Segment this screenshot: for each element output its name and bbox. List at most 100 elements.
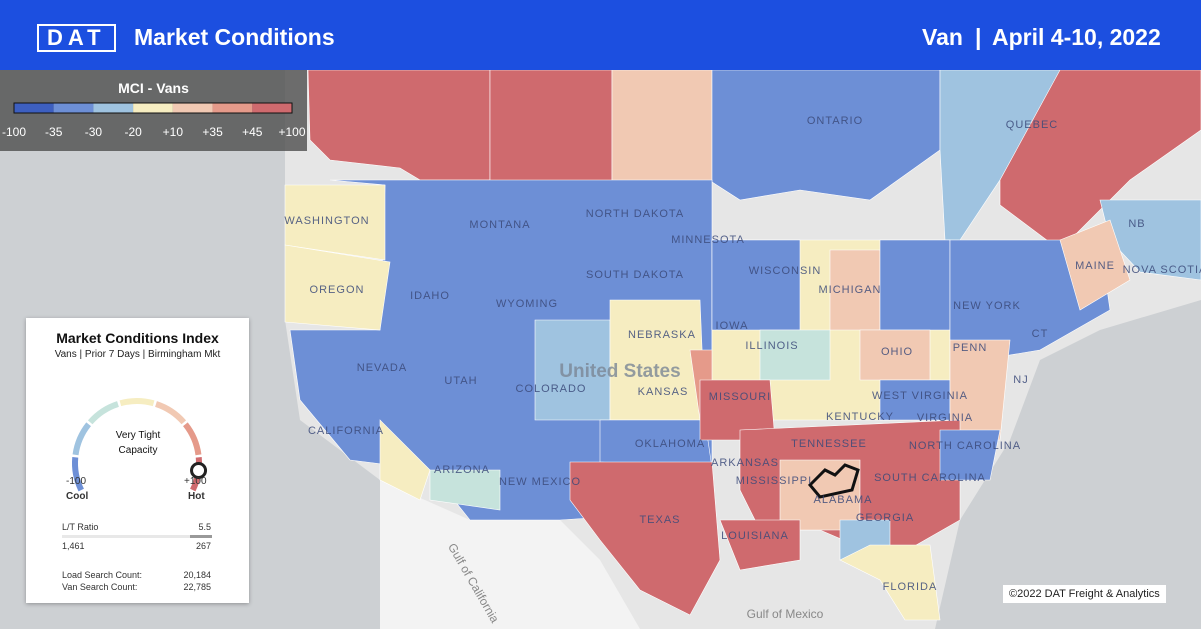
legend-tick: -35 [45, 125, 63, 139]
legend-swatch [53, 103, 94, 113]
min-label: Cool [66, 491, 89, 502]
map-label: NORTH CAROLINA [909, 440, 1021, 452]
legend-tick: +100 [278, 125, 305, 139]
map-label: QUEBEC [1006, 119, 1058, 131]
map-label: COLORADO [516, 383, 587, 395]
map-label: GEORGIA [856, 512, 914, 524]
load-search: 20,184 [183, 570, 211, 580]
map-label: OKLAHOMA [635, 438, 705, 450]
legend-swatch [133, 103, 173, 113]
gauge-segment [87, 401, 120, 425]
ratio-bar [62, 535, 212, 538]
legend-scale: -100 -35 -30 -20 +10 +35 +45 +100 [2, 102, 306, 139]
legend-tick: -30 [85, 125, 103, 139]
map-label: NOVA SCOTIA [1123, 264, 1201, 276]
max-value: +100 [184, 476, 207, 487]
map-label: WISCONSIN [749, 265, 822, 277]
date-range: April 4-10, 2022 [992, 24, 1161, 50]
map-label: IOWA [716, 320, 749, 332]
map-label: NEBRASKA [628, 329, 696, 341]
van-search-label: Van Search Count: [62, 582, 138, 592]
max-label: Hot [188, 491, 205, 502]
map-label: SOUTH DAKOTA [586, 269, 684, 281]
separator: | [975, 24, 982, 50]
legend-tick: +10 [163, 125, 184, 139]
min-value: -100 [66, 476, 87, 487]
map-label: LOUISIANA [721, 530, 789, 542]
mexico [380, 480, 640, 629]
legend-title: MCI - Vans [118, 80, 189, 96]
map-label: ARKANSAS [711, 457, 779, 469]
country-label: United States [559, 361, 680, 382]
map-label: KENTUCKY [826, 411, 894, 423]
legend-swatch [14, 103, 54, 113]
gauge-segment [119, 398, 155, 407]
gauge-segment [182, 422, 202, 456]
trucks: 267 [195, 541, 211, 551]
map-label: TENNESSEE [791, 438, 867, 450]
map-label: OREGON [310, 284, 365, 296]
legend-tick: -20 [124, 125, 142, 139]
map-label: MISSISSIPPI [736, 475, 812, 487]
copyright: ©2022 DAT Freight & Analytics [1003, 585, 1166, 603]
map-label: NEVADA [357, 362, 407, 374]
mci-card: Market Conditions Index Vans | Prior 7 D… [26, 318, 249, 603]
map-label: MONTANA [469, 219, 530, 231]
map-label: MISSOURI [709, 391, 771, 403]
water-label: Gulf of Mexico [747, 607, 824, 621]
map-label: UTAH [444, 375, 477, 387]
gauge-segment [72, 422, 92, 456]
map-label: ONTARIO [807, 115, 863, 127]
legend-tick: +35 [202, 125, 223, 139]
map-label: IDAHO [410, 290, 450, 302]
gauge-segment [72, 457, 84, 492]
map-label: FLORIDA [883, 581, 938, 593]
equipment: Van [922, 24, 963, 50]
map-label: CT [1032, 328, 1049, 340]
header: DAT Market Conditions Van | April 4-10, … [0, 0, 1201, 70]
legend-swatch [93, 103, 134, 113]
map-label: ILLINOIS [745, 340, 798, 352]
van-search: 22,785 [183, 582, 211, 592]
card-subtitle: Vans | Prior 7 Days | Birmingham Mkt [54, 349, 221, 360]
map-label: VIRGINIA [917, 412, 973, 424]
map-label: WYOMING [496, 298, 558, 310]
load-search-label: Load Search Count: [62, 570, 143, 580]
map-label: NORTH DAKOTA [586, 208, 684, 220]
legend-swatch [252, 103, 292, 113]
map-label: PENN [953, 342, 988, 354]
legend-swatch [172, 103, 213, 113]
map-label: MAINE [1075, 260, 1115, 272]
card-title: Market Conditions Index [56, 330, 219, 346]
map-label: WEST VIRGINIA [872, 390, 968, 402]
selected-market [807, 463, 860, 499]
map-label: MICHIGAN [819, 284, 882, 296]
map-label: CALIFORNIA [308, 425, 384, 437]
legend-border [13, 102, 293, 114]
gauge-pointer [190, 461, 208, 479]
brand-logo: DAT [37, 24, 116, 52]
map-label: ARIZONA [434, 464, 490, 476]
map-label: NEW MEXICO [499, 476, 581, 488]
map-label: MINNESOTA [671, 234, 745, 246]
lt-ratio-label: L/T Ratio [62, 522, 99, 532]
legend-tick: +45 [242, 125, 263, 139]
map-label: ALABAMA [814, 494, 873, 506]
map-label: OHIO [881, 346, 913, 358]
gauge [72, 398, 208, 492]
regions [284, 69, 1201, 621]
map-label: WASHINGTON [284, 215, 369, 227]
lt-ratio: 5.5 [198, 522, 211, 532]
legend-tick: -100 [2, 125, 26, 139]
map-label: TEXAS [639, 514, 680, 526]
map-label: NEW YORK [953, 300, 1021, 312]
loads: 1,461 [62, 541, 85, 551]
gauge-label: Very Tight Capacity [115, 430, 161, 456]
map-label: KANSAS [638, 386, 689, 398]
map-label: SOUTH CAROLINA [874, 472, 986, 484]
legend: MCI - Vans -100 -35 -30 -20 +10 +35 +45 +100 [0, 70, 307, 151]
map-label: NJ [1013, 374, 1028, 386]
header-title: Market Conditions [134, 24, 335, 50]
